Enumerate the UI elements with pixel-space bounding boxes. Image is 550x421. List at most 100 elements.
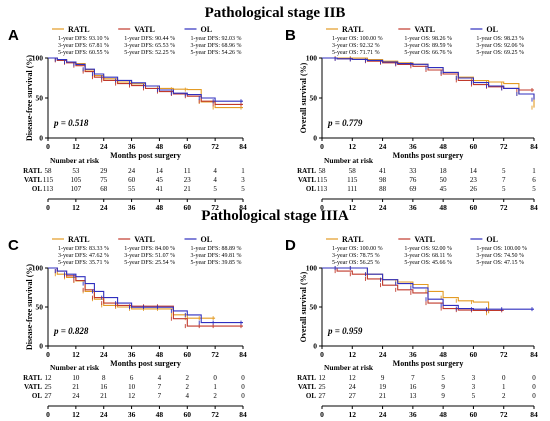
panel-b: B RATL 1-year OS: 100.00 %3-year OS: 92.32… bbox=[285, 25, 538, 212]
risk-row-label-ol: OL bbox=[306, 185, 316, 193]
risk-value: 41 bbox=[379, 167, 387, 175]
risk-row-label-ol: OL bbox=[32, 392, 42, 400]
legend-label-vatl: VATL bbox=[134, 25, 155, 34]
risk-value: 23 bbox=[470, 176, 478, 184]
risk-x-tick-label: 48 bbox=[156, 203, 164, 212]
series-line-vatl bbox=[48, 57, 243, 105]
risk-value: 16 bbox=[100, 383, 108, 391]
x-tick-label: 48 bbox=[156, 142, 164, 151]
legend-stat: 5-year OS: 56.25 % bbox=[332, 260, 380, 266]
risk-x-tick-label: 72 bbox=[500, 203, 508, 212]
risk-value: 76 bbox=[409, 176, 417, 184]
y-tick-label: 50 bbox=[36, 303, 44, 312]
y-tick-label: 100 bbox=[306, 264, 318, 273]
risk-value: 45 bbox=[156, 176, 164, 184]
risk-value: 0 bbox=[532, 374, 536, 382]
risk-row-label-vatl: VATL bbox=[298, 383, 316, 391]
legend-stat: 5-year OS: 47.15 % bbox=[476, 260, 524, 266]
legend-label-vatl: VATL bbox=[414, 25, 435, 34]
legend-label-ratl: RATL bbox=[68, 235, 90, 244]
risk-value: 68 bbox=[100, 185, 108, 193]
risk-value: 2 bbox=[213, 392, 217, 400]
risk-value: 10 bbox=[72, 374, 80, 382]
risk-x-tick-label: 84 bbox=[239, 410, 247, 419]
risk-table-title: Number at risk bbox=[324, 156, 374, 165]
x-tick-label: 0 bbox=[46, 142, 50, 151]
risk-table-title: Number at risk bbox=[50, 363, 100, 372]
legend-stat: 5-year DFS: 60.55 % bbox=[58, 50, 109, 56]
risk-value: 21 bbox=[184, 185, 192, 193]
risk-value: 5 bbox=[241, 185, 245, 193]
risk-value: 27 bbox=[45, 392, 53, 400]
risk-row-label-ratl: RATL bbox=[23, 374, 42, 382]
y-tick-label: 100 bbox=[32, 264, 44, 273]
risk-value: 12 bbox=[45, 374, 53, 382]
risk-value: 115 bbox=[43, 176, 54, 184]
risk-x-tick-label: 36 bbox=[409, 410, 417, 419]
y-tick-label: 50 bbox=[310, 303, 318, 312]
series-line-vatl bbox=[322, 267, 504, 311]
legend-stat: 3-year DFS: 68.96 % bbox=[191, 43, 242, 49]
legend-stat: 3-year OS: 92.06 % bbox=[476, 43, 524, 49]
legend-label-ol: OL bbox=[201, 235, 213, 244]
risk-x-tick-label: 0 bbox=[320, 410, 324, 419]
risk-value: 98 bbox=[379, 176, 387, 184]
x-tick-label: 48 bbox=[439, 350, 447, 359]
risk-value: 10 bbox=[128, 383, 136, 391]
risk-x-tick-label: 84 bbox=[239, 203, 247, 212]
risk-row-label-vatl: VATL bbox=[24, 176, 42, 184]
risk-value: 7 bbox=[158, 392, 162, 400]
x-tick-label: 72 bbox=[500, 142, 508, 151]
risk-value: 14 bbox=[156, 167, 164, 175]
x-tick-label: 72 bbox=[211, 350, 219, 359]
risk-value: 1 bbox=[502, 383, 506, 391]
risk-x-tick-label: 60 bbox=[470, 203, 478, 212]
legend-stat: 1-year DFS: 92.03 % bbox=[191, 36, 242, 42]
risk-x-tick-label: 60 bbox=[184, 203, 192, 212]
y-tick-label: 0 bbox=[313, 134, 317, 143]
legend-stat: 3-year OS: 74.50 % bbox=[476, 253, 524, 259]
risk-row-label-vatl: VATL bbox=[24, 383, 42, 391]
risk-value: 5 bbox=[502, 185, 506, 193]
risk-x-tick-label: 24 bbox=[100, 203, 108, 212]
risk-value: 27 bbox=[319, 392, 327, 400]
risk-x-tick-label: 84 bbox=[530, 410, 538, 419]
risk-x-tick-label: 60 bbox=[470, 410, 478, 419]
legend-stat: 1-year DFS: 88.89 % bbox=[191, 246, 242, 252]
risk-value: 58 bbox=[349, 167, 357, 175]
risk-value: 11 bbox=[184, 167, 191, 175]
risk-value: 7 bbox=[502, 176, 506, 184]
risk-value: 0 bbox=[502, 374, 506, 382]
legend-stat: 5-year DFS: 35.71 % bbox=[58, 260, 109, 266]
legend-stat: 3-year OS: 68.11 % bbox=[404, 253, 451, 259]
legend-stat: 1-year DFS: 90.44 % bbox=[124, 36, 175, 42]
risk-x-tick-label: 36 bbox=[128, 410, 136, 419]
risk-x-tick-label: 60 bbox=[184, 410, 192, 419]
risk-value: 0 bbox=[532, 392, 536, 400]
risk-value: 6 bbox=[532, 176, 536, 184]
y-tick-label: 0 bbox=[313, 342, 317, 351]
x-tick-label: 36 bbox=[128, 350, 136, 359]
risk-value: 41 bbox=[156, 185, 164, 193]
risk-value: 55 bbox=[128, 185, 136, 193]
legend-stat: 5-year DFS: 39.85 % bbox=[191, 260, 242, 266]
series-line-vatl bbox=[48, 267, 243, 327]
risk-value: 5 bbox=[502, 167, 506, 175]
y-tick-label: 0 bbox=[39, 134, 43, 143]
risk-row-label-ratl: RATL bbox=[297, 167, 316, 175]
risk-value: 24 bbox=[349, 383, 357, 391]
risk-value: 23 bbox=[184, 176, 192, 184]
x-tick-label: 24 bbox=[100, 350, 108, 359]
risk-value: 58 bbox=[319, 167, 327, 175]
risk-x-tick-label: 48 bbox=[156, 410, 164, 419]
risk-value: 115 bbox=[347, 176, 358, 184]
risk-value: 2 bbox=[502, 392, 506, 400]
risk-row-label-ratl: RATL bbox=[297, 374, 316, 382]
legend-stat: 1-year OS: 92.00 % bbox=[404, 246, 452, 252]
risk-value: 3 bbox=[472, 383, 476, 391]
risk-value: 24 bbox=[72, 392, 80, 400]
x-tick-label: 72 bbox=[211, 142, 219, 151]
y-axis-label: Overall survival (%) bbox=[299, 271, 308, 342]
risk-value: 0 bbox=[213, 374, 217, 382]
risk-value: 9 bbox=[381, 374, 385, 382]
